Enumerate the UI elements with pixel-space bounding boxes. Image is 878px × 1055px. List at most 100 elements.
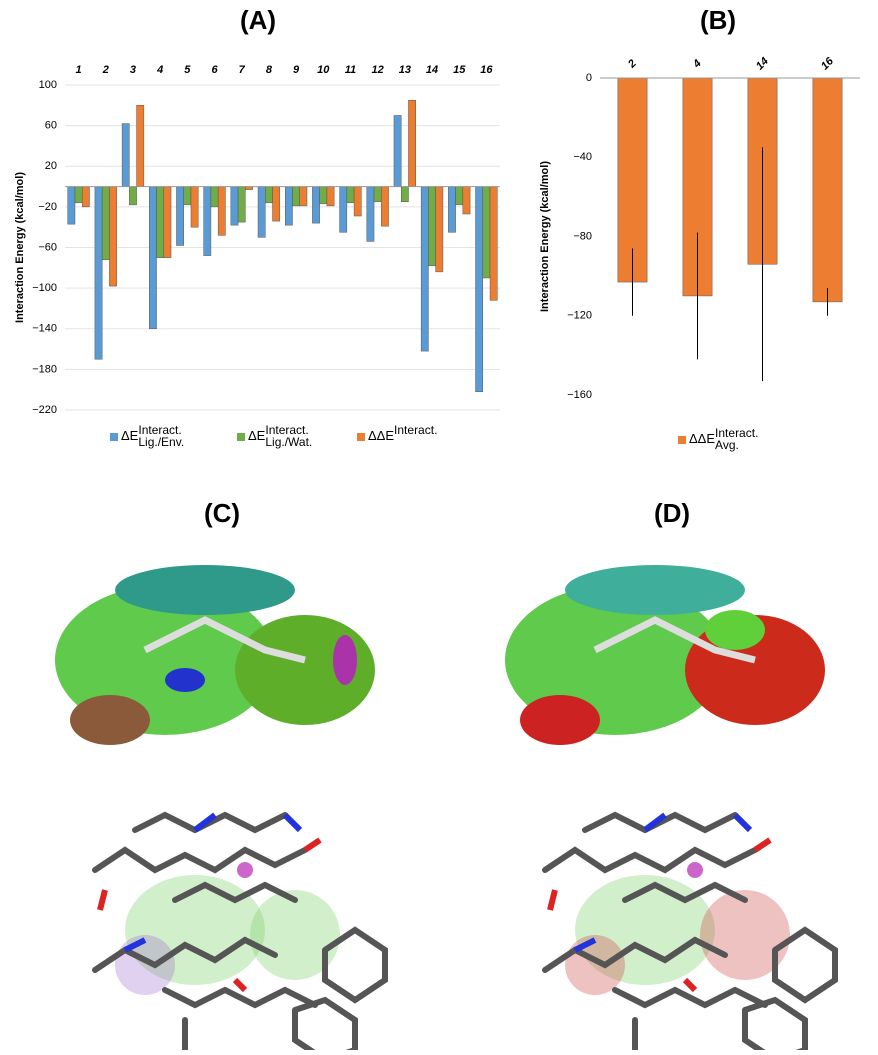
x-tick-label: 5 (184, 64, 191, 76)
x-tick-label: 13 (399, 64, 411, 76)
bar (381, 186, 389, 227)
bar (94, 186, 103, 360)
legend-entry: ΔΔEInteract. Avg. (689, 426, 758, 452)
x-tick-label: 1 (76, 64, 82, 76)
y-tick-label: −40 (573, 151, 592, 163)
bar (448, 186, 456, 233)
x-tick-label: 16 (819, 55, 837, 73)
bar (230, 186, 239, 226)
bar (121, 123, 130, 187)
x-tick-label: 15 (453, 64, 466, 76)
bar (400, 186, 409, 203)
legend-sup: Interact. (394, 423, 437, 437)
legend-entry: ΔEInteract. Lig./Wat. (248, 423, 312, 449)
legend-swatch (357, 433, 365, 441)
y-tick-label: −120 (567, 310, 592, 322)
legend-name: ΔΔE (689, 431, 715, 446)
x-tick-label: 11 (345, 64, 356, 76)
x-tick-label: 3 (130, 64, 136, 76)
legend-sup: Interact. (138, 423, 181, 437)
bar (812, 77, 843, 303)
x-tick-label: 7 (239, 64, 246, 76)
bar (319, 186, 328, 205)
legend-name: ΔE (248, 428, 266, 443)
x-tick-label: 14 (426, 64, 438, 76)
legend-swatch (110, 433, 118, 441)
legend-sup: Interact. (715, 426, 758, 440)
legend-swatch (237, 433, 245, 441)
surface-image (505, 565, 825, 745)
legend-sub: Avg. (715, 438, 739, 452)
legend-entry: ΔΔEInteract. (368, 423, 437, 443)
y-tick-label: −60 (38, 241, 57, 253)
bar (176, 186, 184, 246)
bar (482, 186, 491, 279)
bar (210, 186, 219, 208)
x-tick-label: 16 (480, 64, 493, 76)
bar (339, 186, 348, 233)
bar (292, 186, 300, 207)
legend-name: ΔE (121, 428, 139, 443)
y-tick-label: −20 (38, 201, 57, 213)
y-tick-label: −80 (573, 230, 592, 242)
bar (272, 186, 281, 222)
x-tick-label: 14 (754, 55, 771, 72)
bar (81, 186, 90, 208)
bar (373, 186, 382, 203)
bar (408, 99, 416, 187)
bar (136, 105, 145, 187)
y-tick-label: 0 (586, 72, 592, 84)
bar (217, 186, 226, 236)
bar (353, 186, 362, 217)
y-tick-label: −220 (32, 404, 57, 416)
chart-title: (B) (700, 5, 736, 35)
x-tick-label: 6 (211, 64, 218, 76)
bar (312, 186, 320, 224)
bar (366, 186, 375, 242)
y-tick-label: −140 (32, 323, 57, 335)
legend-sub: Lig./Env. (138, 435, 184, 449)
bar (455, 186, 464, 206)
panel-title: (C) (204, 498, 240, 528)
x-tick-label: 4 (690, 58, 704, 72)
legend-sub: Lig./Wat. (265, 435, 312, 449)
bar (428, 186, 436, 267)
bar (420, 186, 429, 352)
bar (475, 186, 484, 392)
y-axis-label: Interaction Energy (kcal/mol) (539, 161, 551, 312)
bar (156, 186, 165, 258)
y-tick-label: 20 (45, 160, 57, 172)
bar (284, 186, 293, 226)
surface-image (55, 565, 375, 745)
bar (129, 186, 137, 206)
bar (237, 186, 246, 223)
legend-entry: ΔEInteract. Lig./Env. (121, 423, 184, 449)
x-tick-label: 4 (156, 64, 163, 76)
x-tick-label: 2 (625, 58, 639, 72)
legend-swatch (678, 436, 686, 444)
y-tick-label: −180 (32, 363, 57, 375)
bar (299, 186, 308, 207)
x-tick-label: 10 (317, 64, 330, 76)
x-tick-label: 12 (372, 64, 384, 76)
y-tick-label: 60 (45, 120, 57, 132)
y-axis-label: Interaction Energy (kcal/mol) (14, 172, 26, 323)
bar (190, 186, 199, 228)
x-tick-label: 2 (102, 64, 109, 76)
x-tick-label: 8 (266, 64, 273, 76)
bar (617, 77, 648, 283)
legend-name: ΔΔE (368, 428, 394, 443)
y-tick-label: −160 (567, 389, 592, 401)
bar (346, 186, 355, 204)
molecule-image (545, 815, 835, 1050)
bar (109, 186, 117, 287)
bar (265, 186, 273, 204)
x-tick-label: 9 (293, 64, 300, 76)
panel-title: (D) (654, 498, 690, 528)
bar (67, 186, 76, 225)
bar (203, 186, 212, 256)
bar (462, 186, 471, 215)
bar (149, 186, 157, 329)
bar (257, 186, 266, 238)
